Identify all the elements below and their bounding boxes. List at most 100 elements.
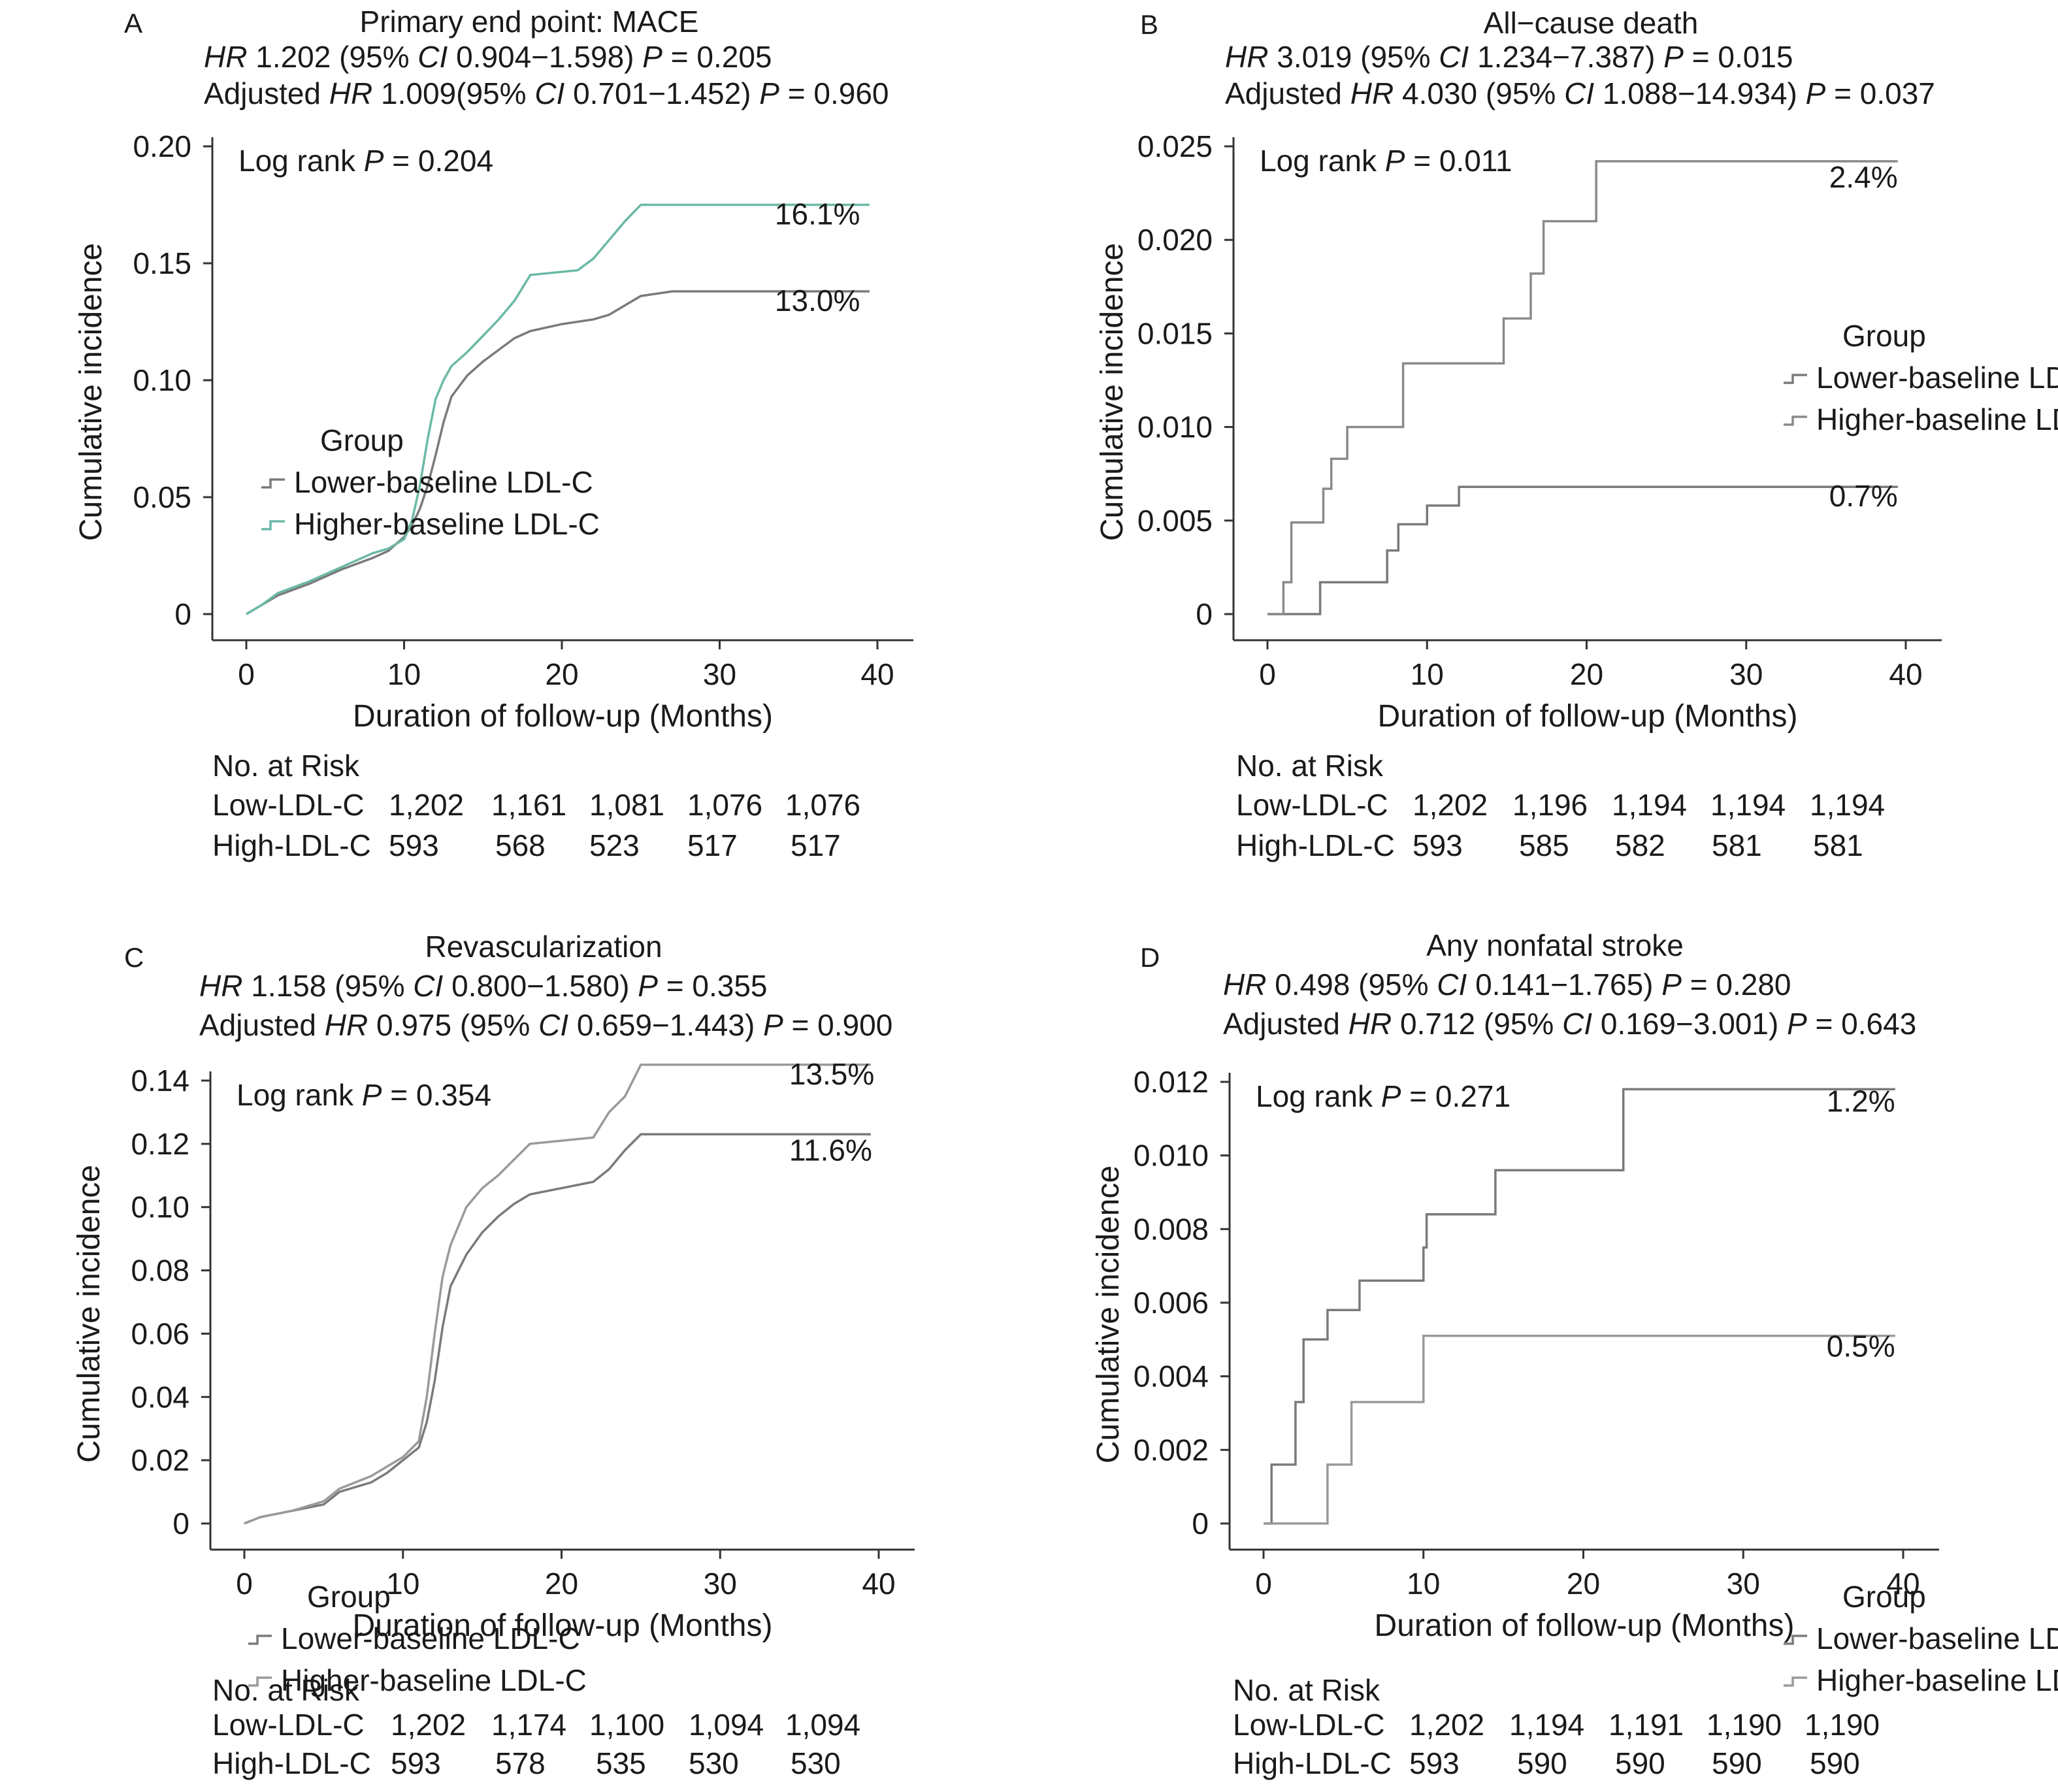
x-axis-title: Duration of follow-up (Months) [353, 1608, 773, 1643]
adjusted-hr-line: Adjusted HR 0.712 (95% CI 0.169−3.001) P… [1223, 1007, 1917, 1041]
y-tick-label: 0.010 [1137, 410, 1213, 444]
y-tick-label: 0.025 [1137, 129, 1213, 163]
legend-line-swatch [1784, 1676, 1807, 1687]
risk-value: 1,202 [389, 788, 465, 822]
risk-value: 1,100 [589, 1708, 665, 1742]
panel-letter: D [1140, 942, 1160, 973]
y-axis-title: Cumulative incidence [1091, 1165, 1126, 1463]
legend-item-label: Lower-baseline LDL-C [1816, 1621, 2058, 1655]
x-tick-label: 20 [545, 657, 578, 691]
y-tick-label: 0.20 [133, 129, 191, 163]
risk-value: 590 [1615, 1746, 1665, 1780]
panel-letter: A [124, 8, 143, 39]
log-rank-label: Log rank P = 0.204 [238, 144, 493, 178]
y-tick-label: 0 [1192, 1507, 1209, 1540]
y-tick-label: 0.12 [131, 1127, 189, 1161]
x-tick-label: 0 [1255, 1567, 1272, 1601]
panel-title: Any nonfatal stroke [1426, 928, 1684, 962]
y-tick-label: 0.04 [131, 1380, 189, 1414]
legend-item-label: Lower-baseline LDL-C [281, 1621, 580, 1655]
risk-value: 535 [596, 1746, 646, 1780]
x-axis-title: Duration of follow-up (Months) [1378, 699, 1798, 734]
km-chart-b: 0 0.005 0.010 0.015 0.020 0.025 0 10 20 30 40 Durat… [1095, 129, 2058, 734]
risk-value: 1,194 [1810, 788, 1886, 822]
risk-value: 1,194 [1509, 1708, 1585, 1742]
y-tick-label: 0.012 [1134, 1065, 1209, 1099]
risk-value: 593 [389, 828, 439, 862]
x-tick-label: 30 [1727, 1567, 1760, 1601]
y-tick-label: 0.004 [1134, 1360, 1209, 1393]
risk-value: 1,081 [589, 788, 665, 822]
legend-item-label: Lower-baseline LDL-C [294, 465, 593, 499]
risk-value: 1,076 [785, 788, 861, 822]
km-curve [246, 203, 870, 615]
risk-value: 523 [589, 828, 640, 862]
km-chart-c: 0 0.02 0.04 0.06 0.08 0.10 0.12 0.14 0 10 20 30 40 Du… [72, 1057, 915, 1697]
log-rank-label: Log rank P = 0.011 [1260, 144, 1512, 178]
risk-row-label: High-LDL-C [212, 1746, 371, 1780]
risk-value: 1,196 [1512, 788, 1588, 822]
y-tick-label: 0.08 [131, 1254, 189, 1288]
x-tick-label: 10 [386, 1567, 419, 1601]
risk-value: 585 [1519, 828, 1569, 862]
risk-value: 1,191 [1609, 1708, 1684, 1742]
risk-header: No. at Risk [1236, 749, 1383, 783]
x-tick-label: 40 [1886, 1567, 1919, 1601]
x-axis-title: Duration of follow-up (Months) [1375, 1608, 1795, 1643]
legend-title: Group [1842, 319, 1926, 353]
x-tick-label: 40 [860, 657, 894, 691]
x-tick-label: 20 [545, 1567, 578, 1601]
y-tick-label: 0.005 [1137, 504, 1213, 538]
legend-line-swatch [248, 1676, 272, 1687]
end-percentage-label: 1.2% [1827, 1084, 1895, 1118]
y-tick-label: 0.006 [1134, 1286, 1209, 1320]
panel-b: B All−cause death HR 3.019 (95% CI 1.234… [1052, 0, 2058, 895]
panel-d: D Any nonfatal stroke HR 0.498 (95% CI 0… [1052, 895, 2058, 1790]
risk-value: 1,076 [687, 788, 763, 822]
legend-title: Group [320, 423, 404, 457]
y-tick-label: 0.002 [1134, 1433, 1209, 1467]
risk-value: 593 [1409, 1746, 1460, 1780]
risk-value: 1,194 [1612, 788, 1688, 822]
legend-item-label: Higher-baseline LDL-C [294, 507, 600, 541]
panel-a: A Primary end point: MACE HR 1.202 (95% … [33, 0, 1039, 895]
y-tick-label: 0.008 [1134, 1212, 1209, 1246]
risk-row-label: High-LDL-C [1236, 828, 1395, 862]
panel-c: C Revascularization HR 1.158 (95% CI 0.8… [33, 895, 1039, 1790]
x-tick-label: 10 [387, 657, 421, 691]
risk-value: 517 [687, 828, 738, 862]
y-tick-label: 0.020 [1137, 223, 1213, 257]
km-curve [244, 1064, 871, 1525]
legend-item-label: Higher-baseline LDL-C [281, 1663, 587, 1697]
legend-line-swatch [1784, 374, 1807, 384]
end-percentage-label: 11.6% [789, 1133, 872, 1167]
risk-value: 530 [689, 1746, 739, 1780]
log-rank-label: Log rank P = 0.271 [1256, 1079, 1511, 1113]
x-tick-label: 0 [236, 1567, 253, 1601]
risk-value: 1,190 [1805, 1708, 1880, 1742]
risk-value: 1,190 [1707, 1708, 1782, 1742]
hr-line: HR 3.019 (95% CI 1.234−7.387) P = 0.015 [1225, 40, 1793, 74]
risk-value: 581 [1813, 828, 1863, 862]
risk-row-label: Low-LDL-C [1233, 1708, 1385, 1742]
hr-line: HR 1.202 (95% CI 0.904−1.598) P = 0.205 [204, 40, 772, 74]
risk-header: No. at Risk [212, 749, 359, 783]
y-tick-label: 0.02 [131, 1443, 189, 1477]
y-tick-label: 0.14 [131, 1064, 189, 1098]
y-tick-label: 0 [174, 597, 191, 631]
x-tick-label: 0 [1259, 657, 1276, 691]
legend-item-label: Higher-baseline LDL-C [1816, 1663, 2058, 1697]
risk-value: 1,161 [491, 788, 567, 822]
adjusted-hr-line: Adjusted HR 1.009(95% CI 0.701−1.452) P … [204, 76, 889, 110]
x-tick-label: 10 [1411, 657, 1444, 691]
risk-row-label: Low-LDL-C [212, 788, 365, 822]
hr-line: HR 0.498 (95% CI 0.141−1.765) P = 0.280 [1223, 968, 1791, 1002]
km-curve [1264, 1088, 1895, 1525]
end-percentage-label: 0.5% [1827, 1329, 1895, 1363]
panel-title: Revascularization [425, 930, 662, 964]
km-chart-a: 0 0.05 0.10 0.15 0.20 0 10 20 30 40 Duration of fo… [74, 129, 913, 734]
log-rank-label: Log rank P = 0.354 [237, 1078, 491, 1112]
risk-value: 1,174 [491, 1708, 567, 1742]
risk-value: 1,202 [1413, 788, 1488, 822]
y-axis-title: Cumulative incidence [72, 1165, 106, 1463]
